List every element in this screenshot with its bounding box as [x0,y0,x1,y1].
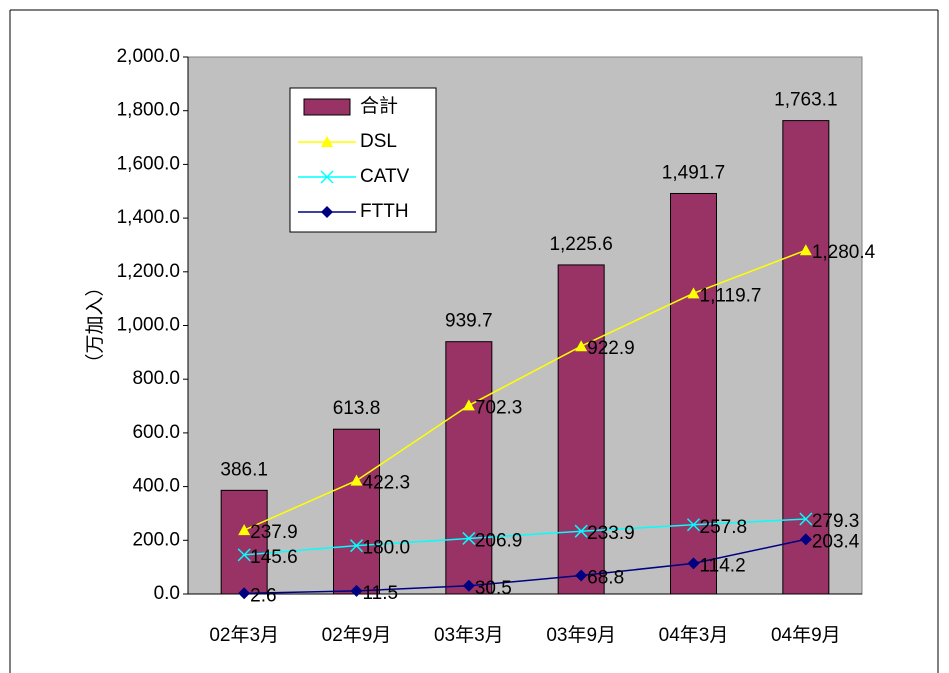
point-label: 68.8 [587,568,624,589]
bar-label: 939.7 [445,311,493,332]
bar [333,428,380,595]
marker [462,531,476,545]
bar [670,192,717,595]
y-axis-label: （万加入） [84,277,106,372]
marker [350,474,363,486]
point-label: 180.0 [363,538,411,559]
marker [687,287,700,299]
y-tick-label: 1,600.0 [117,153,180,174]
y-tick-label: 800.0 [132,368,180,389]
marker [349,539,364,553]
point-label: 279.3 [812,511,860,532]
y-tick-label: 400.0 [132,476,180,497]
marker [238,587,251,600]
bar [445,341,493,595]
y-tick-label: 2,000.0 [117,46,180,67]
point-label: 114.2 [700,555,746,576]
point-label: 422.3 [363,473,411,494]
bar-label: 613.8 [333,398,381,419]
bar [782,120,830,595]
legend-label: 合計 [360,95,398,117]
y-tick-label: 1,400.0 [117,207,180,228]
marker [321,206,333,218]
legend-label: CATV [360,166,410,187]
marker [462,579,475,592]
marker [687,557,700,570]
marker [574,524,588,538]
y-tick-label: 600.0 [132,422,180,443]
legend-swatch [303,98,351,116]
y-tick-label: 1,000.0 [117,315,180,336]
legend-label: FTTH [360,201,409,222]
x-tick-label: 04年3月 [659,624,729,646]
point-label: 2.6 [250,585,276,606]
bar-label: 386.1 [220,459,268,480]
bar-label: 1,225.6 [549,234,612,255]
point-label: 257.8 [700,517,748,538]
plot-area [187,56,863,595]
legend-label: DSL [360,131,397,152]
y-tick-label: 1,800.0 [117,100,180,121]
bar-label: 1,491.7 [662,162,725,183]
marker [799,512,813,526]
x-tick-label: 04年9月 [771,624,841,646]
bar-label: 1,763.1 [774,90,837,111]
marker [320,170,334,184]
marker [238,524,251,536]
bar [557,264,605,595]
marker [575,340,588,352]
marker [462,399,475,411]
marker [575,569,588,582]
point-label: 1,280.4 [812,242,876,263]
marker [350,584,363,597]
marker [321,136,333,147]
point-label: 1,119.7 [700,285,762,306]
series-line [243,249,807,531]
marker [686,518,701,532]
marker [237,548,251,562]
series-line [244,538,806,595]
marker [799,533,812,546]
point-label: 145.6 [250,547,298,568]
point-label: 922.9 [587,338,635,359]
point-label: 702.3 [475,397,523,418]
series-line [244,518,806,556]
point-label: 237.9 [250,522,298,543]
y-tick-label: 200.0 [132,529,180,550]
point-label: 206.9 [475,530,523,551]
x-tick-label: 02年3月 [209,624,279,646]
x-tick-label: 02年9月 [322,624,392,646]
point-label: 30.5 [475,578,512,599]
point-label: 203.4 [812,531,860,552]
point-label: 11.5 [363,583,399,604]
marker [799,244,812,256]
x-tick-label: 03年3月 [434,624,504,646]
y-tick-label: 0.0 [154,583,180,604]
y-tick-label: 1,200.0 [117,261,180,282]
point-label: 233.9 [587,523,635,544]
x-tick-label: 03年9月 [546,624,616,646]
